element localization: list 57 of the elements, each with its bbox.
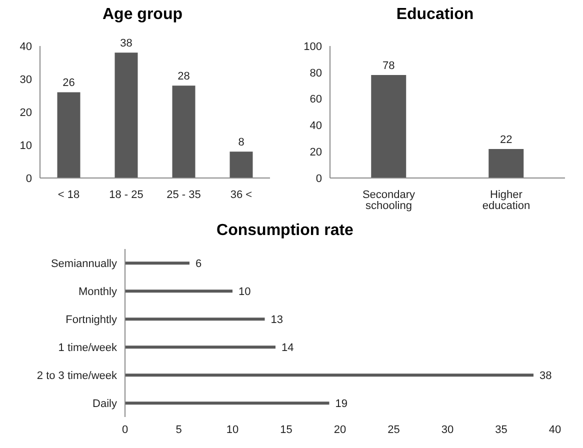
y-tick-label: 10 (20, 140, 32, 152)
bar (125, 318, 265, 321)
x-tick-label: 18 - 25 (109, 188, 144, 201)
y-tick-label: Monthly (78, 286, 118, 298)
bar (230, 152, 253, 178)
y-tick-label: 1 time/week (58, 342, 118, 354)
y-tick-label: 20 (20, 106, 32, 119)
data-label: 10 (238, 286, 251, 298)
y-tick-label: 0 (316, 172, 322, 185)
y-tick-label: 20 (310, 146, 322, 159)
y-tick-label: 40 (20, 40, 32, 53)
data-label: 6 (196, 258, 202, 270)
y-tick-label: 30 (20, 74, 32, 86)
y-tick-label: Semiannually (50, 258, 118, 270)
data-label: 14 (282, 342, 294, 354)
x-tick-label: 35 (495, 424, 508, 436)
bar (57, 92, 80, 178)
x-tick-label: Higher education (482, 188, 530, 212)
x-tick-label: 25 (388, 424, 400, 436)
chart-title: Consumption rate (216, 222, 354, 241)
data-label: 19 (335, 398, 348, 410)
y-tick-label: Daily (92, 398, 118, 410)
y-tick-label: 80 (310, 67, 322, 80)
x-tick-label: 15 (280, 424, 292, 436)
bar (125, 290, 232, 293)
x-tick-label: 36 < (230, 188, 252, 201)
x-tick-label: 0 (122, 424, 128, 436)
y-tick-label: 100 (304, 40, 322, 53)
y-tick-label: 2 to 3 time/week (36, 370, 118, 382)
bar (125, 346, 276, 349)
data-label: 38 (120, 38, 132, 50)
data-label: 22 (500, 134, 512, 146)
y-tick-label: 0 (26, 172, 32, 185)
x-tick-label: 5 (176, 424, 182, 436)
data-label: 78 (382, 60, 395, 72)
bar (125, 402, 330, 405)
bar (172, 86, 196, 178)
x-tick-label: 25 - 35 (166, 188, 201, 201)
chart-title: Education (395, 6, 475, 25)
data-label: 8 (238, 136, 244, 149)
x-tick-label: 40 (548, 424, 562, 436)
chart-title: Age group (102, 6, 184, 25)
x-tick-label: 10 (226, 424, 239, 436)
x-tick-label: Secondary schooling (362, 188, 416, 212)
bar (125, 262, 190, 265)
y-tick-label: 40 (310, 120, 322, 132)
data-label: 26 (62, 77, 75, 90)
data-label: 28 (178, 70, 190, 83)
y-tick-label: Fortnightly (66, 314, 118, 326)
bar (114, 52, 138, 178)
x-tick-label: 30 (441, 424, 454, 436)
x-tick-label: < 18 (58, 188, 80, 201)
data-label: 38 (540, 370, 552, 382)
x-tick-label: 20 (334, 424, 346, 436)
data-label: 13 (270, 314, 283, 326)
bar (125, 374, 534, 377)
y-tick-label: 60 (310, 94, 322, 106)
